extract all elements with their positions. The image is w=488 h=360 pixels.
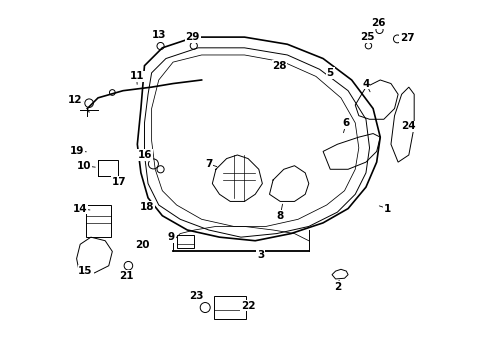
Text: 16: 16 xyxy=(138,150,152,160)
Text: 8: 8 xyxy=(276,211,283,221)
Text: 13: 13 xyxy=(151,30,166,40)
Text: 22: 22 xyxy=(240,301,255,311)
Text: 6: 6 xyxy=(342,118,349,128)
Text: 10: 10 xyxy=(76,161,91,171)
Text: 21: 21 xyxy=(119,271,134,281)
Text: 3: 3 xyxy=(256,250,264,260)
Text: 29: 29 xyxy=(185,32,200,42)
Text: 26: 26 xyxy=(371,18,386,28)
Text: 25: 25 xyxy=(359,32,373,42)
Text: 4: 4 xyxy=(362,78,369,89)
Text: 2: 2 xyxy=(333,282,340,292)
Text: 1: 1 xyxy=(383,203,390,213)
Text: 12: 12 xyxy=(67,95,82,105)
Text: 19: 19 xyxy=(69,146,83,156)
Text: 28: 28 xyxy=(272,61,286,71)
Text: 14: 14 xyxy=(73,203,87,213)
Text: 17: 17 xyxy=(111,177,126,187)
Text: 27: 27 xyxy=(399,33,413,43)
Text: 7: 7 xyxy=(204,159,212,169)
Text: 5: 5 xyxy=(326,68,333,78)
Text: 24: 24 xyxy=(401,121,415,131)
Text: 11: 11 xyxy=(129,71,143,81)
Text: 9: 9 xyxy=(167,232,175,242)
Text: 15: 15 xyxy=(78,266,93,276)
Text: 20: 20 xyxy=(135,240,149,250)
Text: 18: 18 xyxy=(140,202,154,212)
Text: 23: 23 xyxy=(189,291,203,301)
